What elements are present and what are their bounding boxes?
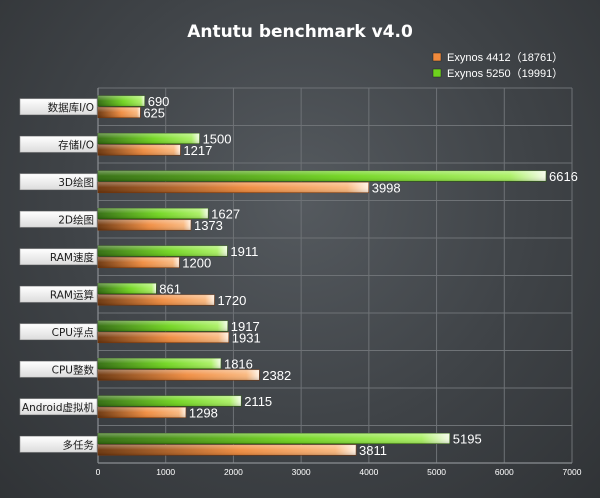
x-tick-label: 2000 (224, 467, 243, 477)
category-label-box (19, 285, 98, 303)
x-tick-label: 6000 (495, 467, 514, 477)
data-label: 1500 (203, 131, 232, 146)
legend-swatch (432, 68, 442, 78)
x-tick-label: 0 (96, 467, 101, 477)
data-label: 1200 (182, 255, 211, 270)
data-label: 1217 (183, 143, 212, 158)
data-label: 5195 (453, 431, 482, 446)
bar-shine (98, 219, 191, 231)
chart-title: Antutu benchmark v4.0 (187, 22, 413, 42)
bar-shine (98, 433, 450, 444)
category-label-box (19, 173, 98, 191)
bar-shine (98, 283, 157, 294)
category-label: CPU整数 (52, 363, 95, 376)
category-label: Android虚拟机 (22, 401, 95, 414)
data-label: 1627 (211, 206, 240, 221)
bar-shine (98, 294, 215, 306)
category-label-box (19, 98, 98, 116)
bar-shine (98, 182, 369, 193)
data-label: 1917 (231, 319, 260, 334)
data-label: 3811 (359, 443, 387, 458)
data-label: 2382 (262, 368, 291, 383)
category-labels: 数据库I/O 存储I/O 3D绘图 2D绘图 RAM速度 RAM运算 CPU浮点 CPU整数 A… (19, 98, 98, 453)
data-label: 6616 (549, 169, 578, 184)
bar-shine (98, 144, 181, 156)
bar-shine (98, 170, 546, 182)
data-label: 625 (143, 105, 165, 120)
category-label-box (19, 435, 98, 453)
category-label: 数据库I/O (48, 101, 94, 114)
data-label: 1373 (194, 218, 223, 233)
x-tick-label: 1000 (156, 467, 175, 477)
category-label-box (19, 323, 98, 341)
category-label: 2D绘图 (58, 213, 94, 226)
data-label: 3998 (372, 180, 401, 195)
data-label: 1931 (232, 330, 261, 345)
category-label-box (19, 210, 98, 228)
data-label: 1298 (189, 405, 218, 420)
bar-shine (98, 257, 180, 268)
data-label: 690 (148, 94, 170, 109)
bar-shine (98, 320, 228, 332)
legend-swatch (432, 52, 442, 62)
data-label: 861 (159, 281, 181, 296)
category-label: RAM运算 (50, 288, 94, 301)
x-tick-label: 4000 (359, 467, 378, 477)
data-label: 1911 (230, 244, 258, 259)
category-label: CPU浮点 (52, 327, 94, 339)
category-label: 存储I/O (58, 138, 94, 151)
x-axis-ticks: 0 1000 2000 3000 4000 5000 6000 7000 (96, 467, 582, 477)
data-label: 2115 (244, 394, 272, 409)
bar-shine (98, 133, 200, 144)
legend: Exynos 4412（18761） Exynos 5250（19991） (432, 51, 563, 80)
category-label-box (19, 135, 98, 153)
category-label-box (19, 248, 98, 266)
x-tick-label: 5000 (427, 467, 446, 477)
data-label: 1720 (217, 293, 246, 308)
bar-shine (98, 395, 242, 407)
bar-shine (98, 444, 357, 456)
bar-shine (98, 332, 229, 343)
category-label-box (19, 398, 98, 416)
category-label: 多任务 (63, 438, 95, 451)
legend-label: Exynos 4412（18761） (447, 51, 563, 64)
bar-shine (98, 95, 145, 107)
category-label-box (19, 360, 98, 378)
grid-lines (97, 87, 573, 464)
x-tick-label: 7000 (563, 467, 582, 477)
bar-shine (98, 407, 186, 418)
legend-label: Exynos 5250（19991） (447, 67, 563, 80)
category-label: RAM速度 (50, 251, 95, 264)
bar-shine (98, 245, 228, 257)
bar-shine (98, 208, 209, 219)
bar-shine (98, 369, 260, 381)
bar-shine (98, 107, 141, 118)
bar-shine (98, 358, 221, 369)
category-label: 3D绘图 (58, 176, 94, 189)
data-label: 1816 (224, 356, 253, 371)
x-tick-label: 3000 (292, 467, 311, 477)
